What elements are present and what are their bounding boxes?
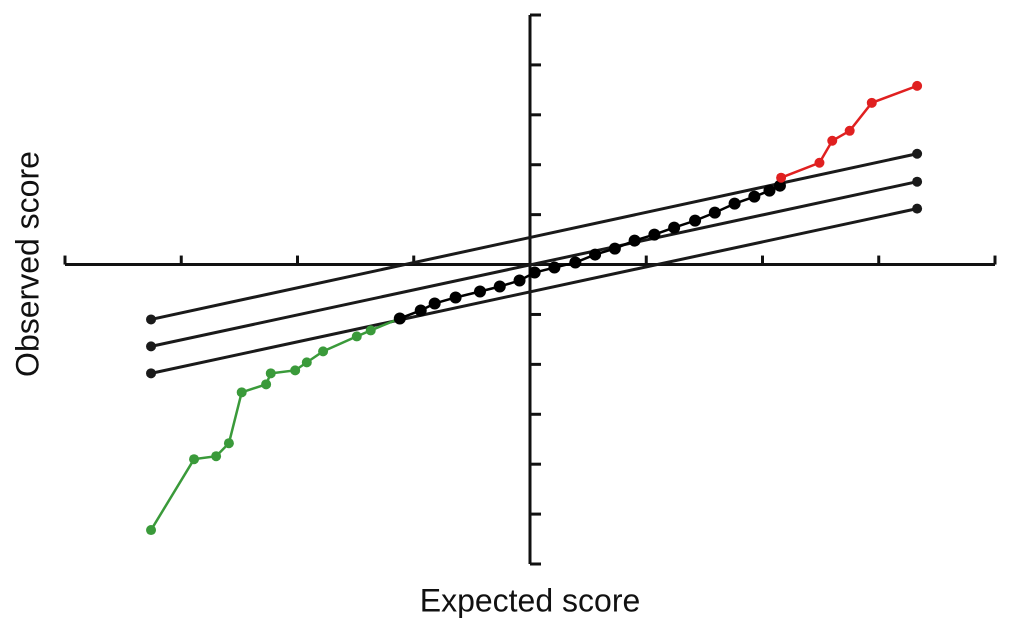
point	[428, 297, 441, 310]
point	[189, 454, 200, 465]
point	[648, 228, 661, 241]
point	[708, 206, 721, 219]
point	[474, 285, 487, 298]
point	[912, 80, 923, 91]
x-axis-label: Expected score	[420, 582, 641, 618]
point	[146, 368, 157, 379]
point	[449, 291, 462, 304]
point	[763, 184, 776, 197]
point	[569, 256, 582, 269]
point	[844, 125, 855, 136]
point	[301, 357, 312, 368]
point	[689, 214, 702, 227]
point	[608, 242, 621, 255]
point	[236, 387, 247, 398]
point	[912, 203, 923, 214]
point	[261, 379, 272, 390]
point	[912, 148, 923, 159]
y-axis-label: Observed score	[9, 151, 45, 377]
point	[265, 368, 276, 379]
point	[668, 221, 681, 234]
point	[393, 312, 406, 325]
point	[513, 274, 526, 287]
point	[548, 261, 561, 274]
series-line	[149, 317, 401, 531]
point	[211, 451, 222, 462]
point	[866, 97, 877, 108]
point	[290, 365, 301, 376]
point	[628, 234, 641, 247]
point	[814, 157, 825, 168]
series-line	[780, 84, 918, 179]
point	[318, 346, 329, 357]
point	[528, 266, 541, 279]
point	[589, 248, 602, 261]
point	[748, 190, 761, 203]
point	[146, 314, 157, 325]
point	[146, 525, 157, 536]
point	[223, 438, 234, 449]
point	[493, 280, 506, 293]
point	[414, 304, 427, 317]
point	[351, 331, 362, 342]
point	[776, 172, 787, 183]
series-line	[150, 152, 918, 321]
series-line	[150, 207, 918, 375]
series-line	[150, 180, 918, 348]
point	[827, 135, 838, 146]
point	[365, 325, 376, 336]
point	[728, 197, 741, 210]
point	[773, 179, 786, 192]
point	[146, 341, 157, 352]
point	[912, 176, 923, 187]
